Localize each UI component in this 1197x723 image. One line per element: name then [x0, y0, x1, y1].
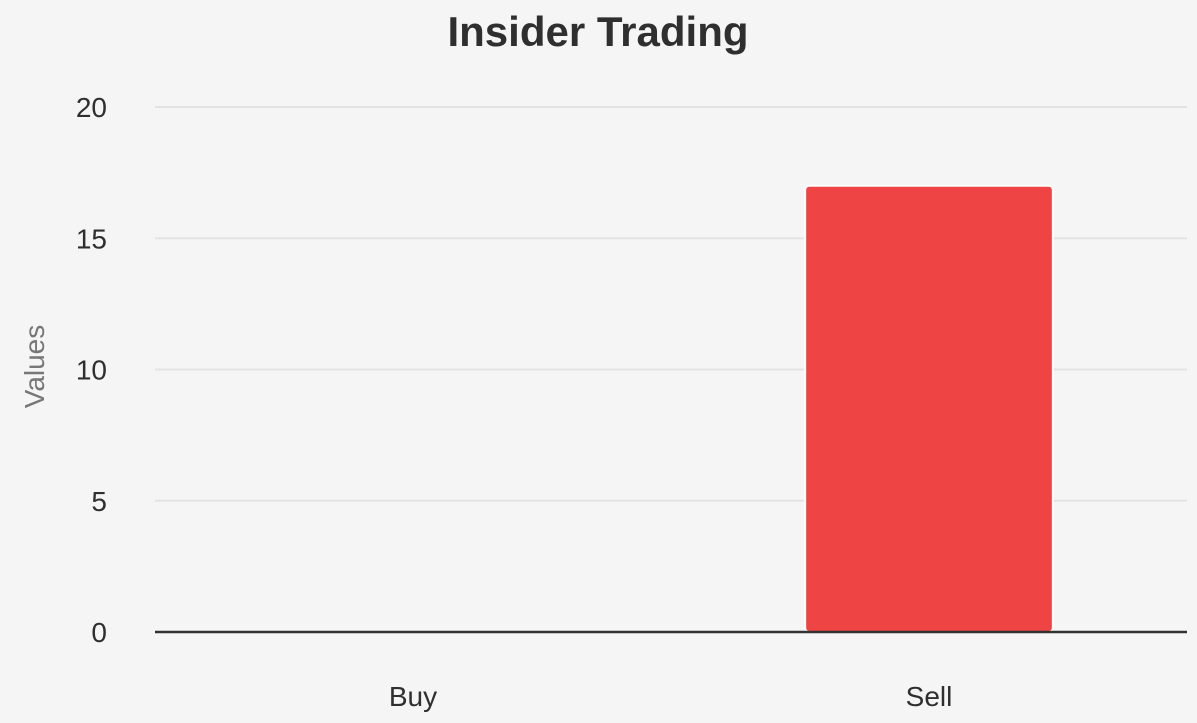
x-tick-label: Sell [906, 681, 953, 712]
bar-sell [804, 184, 1054, 633]
y-axis-ticks: 0 5 10 15 20 [76, 92, 107, 648]
y-tick-label: 20 [76, 92, 107, 123]
y-axis-title: Values [19, 325, 50, 409]
y-tick-label: 10 [76, 355, 107, 386]
x-tick-label: Buy [389, 681, 437, 712]
chart-title: Insider Trading [447, 8, 748, 55]
x-axis-ticks: Buy Sell [389, 681, 952, 712]
bar-layer [804, 184, 1054, 633]
y-tick-label: 15 [76, 223, 107, 254]
y-tick-label: 5 [91, 486, 107, 517]
y-tick-label: 0 [91, 617, 107, 648]
